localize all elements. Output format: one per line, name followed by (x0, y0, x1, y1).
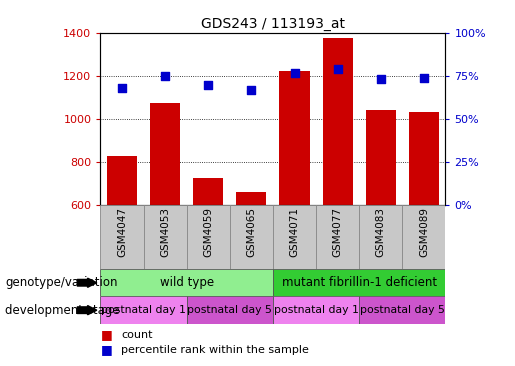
Bar (402, 205, 445, 269)
Text: mutant fibrillin-1 deficient: mutant fibrillin-1 deficient (282, 276, 437, 289)
Bar (100, 296, 186, 324)
Text: genotype/variation: genotype/variation (5, 276, 117, 289)
Text: GSM4089: GSM4089 (419, 207, 429, 257)
Bar (230, 205, 273, 269)
Text: ■: ■ (100, 328, 112, 341)
Point (247, 87, 255, 93)
Bar (273, 205, 316, 269)
Point (161, 73, 169, 79)
Text: percentile rank within the sample: percentile rank within the sample (121, 344, 309, 355)
Point (118, 85, 126, 91)
Text: GSM4071: GSM4071 (289, 207, 300, 257)
Text: postnatal day 1: postnatal day 1 (273, 305, 358, 315)
Text: development stage: development stage (5, 304, 120, 317)
Text: wild type: wild type (160, 276, 214, 289)
Text: GSM4077: GSM4077 (333, 207, 342, 257)
Bar (273, 269, 445, 296)
Bar (359, 296, 445, 324)
Bar (409, 112, 439, 205)
Text: GSM4047: GSM4047 (117, 207, 127, 257)
Text: postnatal day 5: postnatal day 5 (360, 305, 445, 315)
Bar (359, 205, 402, 269)
Title: GDS243 / 113193_at: GDS243 / 113193_at (201, 16, 345, 30)
Text: count: count (121, 330, 152, 340)
Bar (186, 296, 273, 324)
Text: postnatal day 1: postnatal day 1 (101, 305, 186, 315)
Bar (366, 111, 396, 205)
Point (376, 76, 385, 82)
Text: ■: ■ (100, 343, 112, 356)
Bar (280, 71, 310, 205)
Bar (100, 205, 144, 269)
Bar (273, 296, 359, 324)
Bar (236, 192, 266, 205)
Bar (107, 156, 137, 205)
Text: GSM4065: GSM4065 (246, 207, 256, 257)
Point (334, 66, 342, 72)
Bar (193, 178, 224, 205)
Point (420, 75, 428, 81)
Bar (322, 38, 353, 205)
Bar (316, 205, 359, 269)
Text: postnatal day 5: postnatal day 5 (187, 305, 272, 315)
Bar (150, 103, 180, 205)
Bar (100, 269, 273, 296)
Bar (144, 205, 186, 269)
Text: GSM4053: GSM4053 (160, 207, 170, 257)
Point (290, 70, 299, 75)
Text: GSM4083: GSM4083 (376, 207, 386, 257)
Text: GSM4059: GSM4059 (203, 207, 213, 257)
Point (204, 82, 212, 87)
Bar (186, 205, 230, 269)
